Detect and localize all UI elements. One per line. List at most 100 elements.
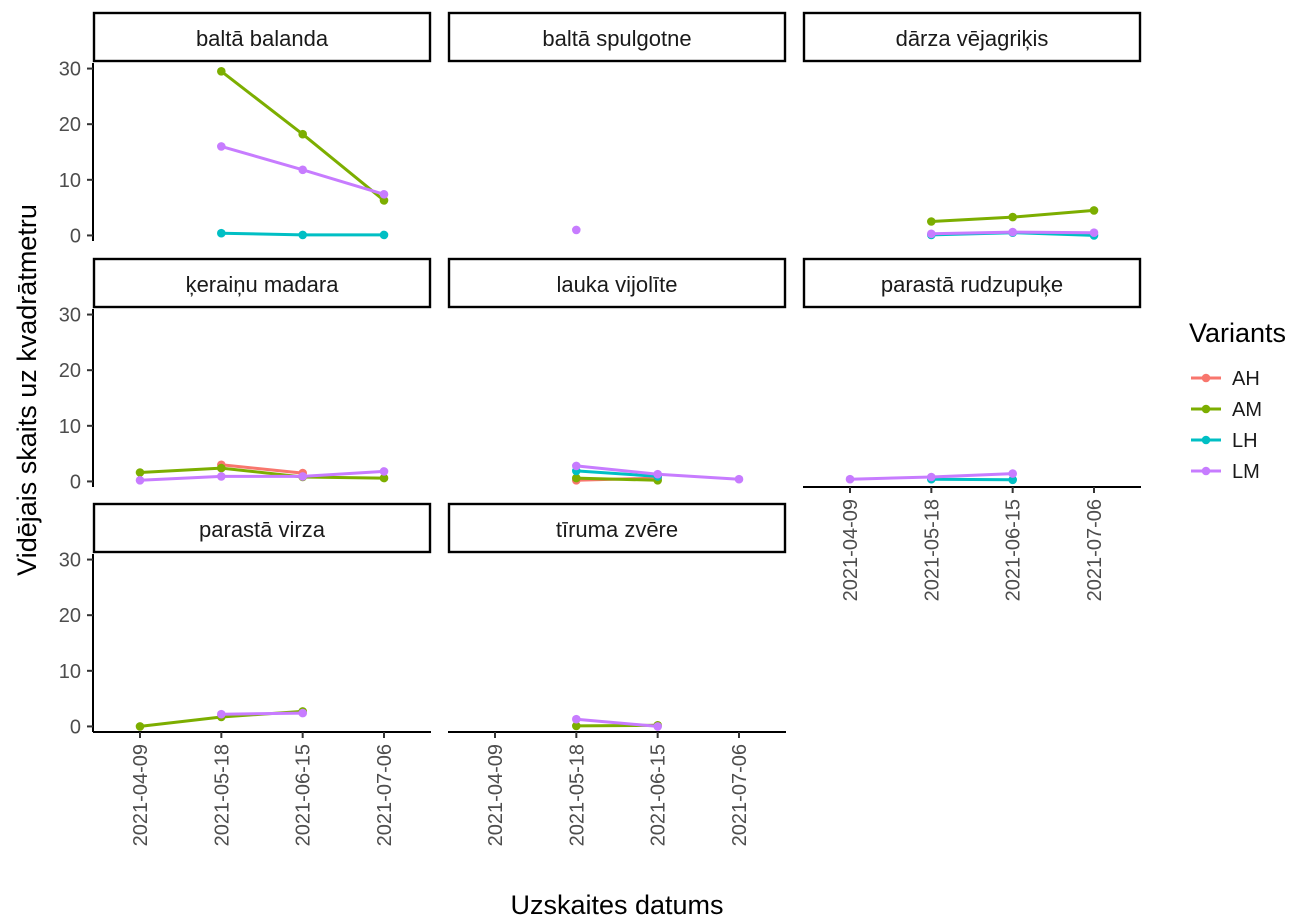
facet-strip-label: parastā virza [199, 517, 326, 542]
data-point-lm [298, 472, 308, 481]
series-line-lm [221, 711, 303, 716]
series-line-am [576, 476, 658, 482]
data-point-lm [927, 472, 936, 482]
y-tick-label: 10 [59, 416, 81, 438]
legend-key-point [1201, 373, 1211, 383]
data-point-lm [217, 709, 226, 719]
y-tick-label: 30 [59, 305, 81, 327]
data-point-lm [845, 474, 855, 484]
data-point-lh [298, 230, 308, 240]
x-tick-label: 2021-06-15 [648, 744, 670, 846]
legend-label-ah: AH [1232, 368, 1260, 390]
data-point-lm [1008, 227, 1017, 237]
series-line-lm [576, 717, 658, 728]
data-point-am [927, 217, 936, 226]
x-tick-label: 2021-04-09 [485, 744, 507, 846]
y-tick-label: 0 [70, 471, 81, 493]
legend-key-point [1201, 435, 1211, 445]
x-axis-title: Uzskaites datums [510, 890, 723, 919]
facet-strip-label: tīruma zvēre [556, 517, 678, 542]
facet-strip [92, 502, 432, 554]
data-point-lh [379, 230, 389, 240]
data-point-lm [572, 714, 581, 724]
legend-label-lm: LM [1232, 461, 1260, 483]
data-point-am [1008, 212, 1017, 222]
facet-strip-label: ķeraiņu madara [186, 272, 340, 297]
data-point-lm [1089, 228, 1099, 237]
facet-strip [92, 257, 432, 309]
series-line-lh [931, 477, 1013, 482]
legend-label-am: AM [1232, 399, 1262, 421]
legend-title: Variants [1189, 318, 1286, 348]
data-point-lm [653, 469, 662, 479]
data-point-lm [217, 472, 226, 481]
data-point-am [135, 468, 145, 477]
series-line-lh [576, 469, 658, 478]
x-tick-label: 2021-04-09 [840, 499, 862, 601]
data-point-am [572, 721, 581, 731]
legend-key-point [1201, 466, 1211, 476]
data-point-lm [572, 461, 581, 471]
data-point-am [379, 473, 389, 483]
data-point-lh [217, 228, 226, 238]
data-point-am [1089, 206, 1099, 215]
y-tick-label: 0 [70, 716, 81, 738]
data-point-lm [135, 476, 145, 485]
legend-key-point [1201, 404, 1211, 414]
data-point-lm [734, 474, 744, 484]
data-point-am [217, 463, 226, 473]
data-point-lm [927, 229, 936, 239]
data-point-lm [379, 467, 389, 476]
facet-strip-label: dārza vējagriķis [896, 26, 1049, 51]
data-point-lm [298, 165, 308, 175]
y-tick-label: 20 [59, 605, 81, 627]
data-point-lm [379, 190, 389, 199]
facet-panel: baltā balanda 0 10 20 30 [59, 11, 432, 247]
facet-strip [447, 502, 787, 554]
facet-strip [447, 11, 787, 63]
x-tick-label: 2021-06-15 [1003, 499, 1025, 601]
facet-strip [802, 257, 1142, 309]
data-point-lh [1008, 475, 1017, 485]
data-point-lm [572, 225, 581, 235]
y-tick-label: 30 [59, 550, 81, 572]
facet-panel: lauka vijolīte [447, 257, 787, 485]
x-tick-label: 2021-06-15 [293, 744, 315, 846]
legend: Variants AH AM LH LM [1189, 318, 1286, 483]
x-tick-label: 2021-07-06 [1084, 499, 1106, 601]
y-axis-title: Vidējais skaits uz kvadrātmetru [12, 204, 42, 576]
series-line-am [139, 466, 385, 480]
facet-panel: baltā spulgotne [447, 11, 787, 235]
panels-layer: baltā balanda 0 10 20 30 baltā spulgotne dārza… [59, 11, 1142, 846]
data-point-lm [298, 708, 308, 718]
facet-strip-label: parastā rudzupuķe [881, 272, 1063, 297]
x-tick-label: 2021-07-06 [729, 744, 751, 846]
x-tick-label: 2021-05-18 [566, 744, 588, 846]
facet-strip-label: baltā balanda [196, 26, 329, 51]
x-tick-label: 2021-07-06 [374, 744, 396, 846]
x-tick-label: 2021-05-18 [211, 744, 233, 846]
x-tick-label: 2021-04-09 [130, 744, 152, 846]
data-point-am [572, 473, 581, 483]
data-point-am [379, 196, 389, 205]
y-tick-label: 0 [70, 225, 81, 247]
facet-panel: tīruma zvēre 2021-04-09 2021-05-18 2021-06-… [447, 502, 787, 846]
y-tick-label: 10 [59, 170, 81, 192]
series-line-lm [139, 469, 385, 482]
data-point-am [217, 67, 226, 76]
facet-panel: ķeraiņu madara 0 10 20 30 [59, 257, 432, 493]
facet-strip-label: lauka vijolīte [556, 272, 677, 297]
facet-strip [447, 257, 787, 309]
facet-panel: parastā rudzupuķe 2021-04-09 2021-05-18 202… [802, 257, 1142, 601]
y-tick-label: 30 [59, 59, 81, 81]
facet-strip-label: baltā spulgotne [542, 26, 691, 51]
data-point-am [135, 722, 145, 731]
data-point-lm [653, 722, 662, 731]
facet-strip [802, 11, 1142, 63]
facet-strip [92, 11, 432, 63]
y-tick-label: 20 [59, 360, 81, 382]
y-tick-label: 10 [59, 661, 81, 683]
x-tick-label: 2021-05-18 [921, 499, 943, 601]
data-point-lm [217, 142, 226, 151]
